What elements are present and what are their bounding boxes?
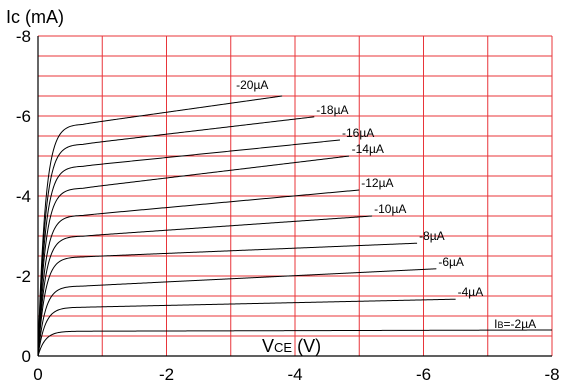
x-axis-label: VCE (V) bbox=[262, 336, 321, 356]
x-axis-label-sub: CE bbox=[274, 340, 292, 355]
series-label: IB=-2µA bbox=[494, 317, 536, 331]
series-line bbox=[37, 268, 437, 357]
y-axis-label: Ic (mA) bbox=[6, 7, 64, 27]
curves bbox=[37, 95, 552, 357]
series-label: -4µA bbox=[458, 285, 484, 299]
series-line bbox=[37, 329, 552, 357]
series-line bbox=[37, 298, 456, 357]
y-tick-labels: 0 -2 -4 -6 -8 bbox=[16, 27, 31, 366]
series-line bbox=[37, 215, 373, 357]
series-line bbox=[37, 95, 283, 357]
y-tick-label: -2 bbox=[16, 267, 31, 286]
x-axis-label-unit: (V) bbox=[292, 336, 321, 356]
series-line bbox=[37, 116, 315, 357]
x-tick-label: -2 bbox=[159, 365, 174, 384]
series-line bbox=[37, 189, 360, 357]
series-label: -16µA bbox=[342, 126, 374, 140]
y-axis-label-main: Ic bbox=[6, 7, 20, 27]
series-label: -10µA bbox=[374, 202, 406, 216]
y-tick-label: -8 bbox=[16, 27, 31, 46]
series-label: -18µA bbox=[316, 103, 348, 117]
x-tick-labels: 0 -2 -4 -6 -8 bbox=[33, 365, 559, 384]
y-tick-label: -4 bbox=[16, 187, 31, 206]
x-tick-label: -8 bbox=[544, 365, 559, 384]
series-line bbox=[37, 242, 418, 357]
y-axis-label-unit: (mA) bbox=[20, 7, 64, 27]
series-label: -20µA bbox=[236, 78, 268, 92]
curve-labels: IB=-2µA -4µA -6µA -8µA -10µA -12µA -14µA -16µA -… bbox=[236, 78, 536, 331]
series-label: -12µA bbox=[361, 176, 393, 190]
series-label: -6µA bbox=[438, 255, 464, 269]
series-label: -8µA bbox=[419, 229, 445, 243]
x-tick-label: 0 bbox=[33, 365, 42, 384]
y-tick-label: -6 bbox=[16, 107, 31, 126]
series-line bbox=[37, 155, 350, 357]
x-tick-label: -6 bbox=[416, 365, 431, 384]
series-label: -14µA bbox=[352, 142, 384, 156]
series-line bbox=[37, 139, 341, 357]
x-axis-label-main: V bbox=[262, 336, 274, 356]
x-tick-label: -4 bbox=[287, 365, 302, 384]
y-tick-label: 0 bbox=[22, 347, 31, 366]
